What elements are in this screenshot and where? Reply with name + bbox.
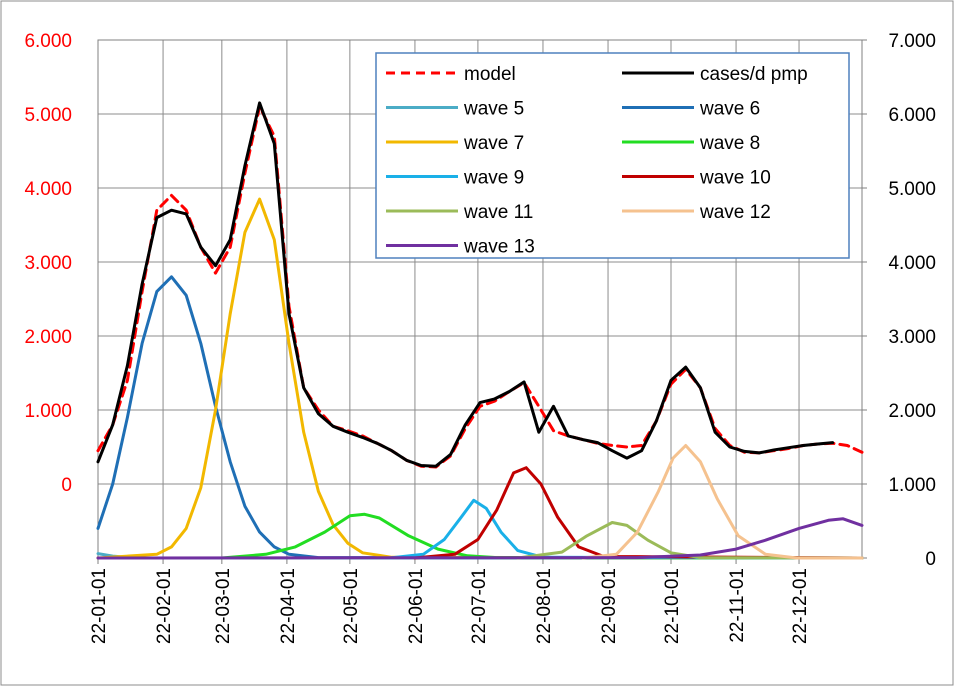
x-tick-label: 22-08-01 — [534, 568, 555, 644]
series-line-wave-10 — [413, 466, 864, 560]
legend-label: wave 8 — [699, 133, 760, 154]
legend: model cases/d pmp wave 5 wave 6 wave 7 wave 8… — [375, 52, 850, 259]
series-line-wave-7 — [96, 197, 864, 560]
x-axis: 22-01-01 22-02-01 22-03-01 22-04-01 22-05-01… — [89, 558, 811, 644]
legend-label: model — [464, 64, 516, 85]
right-y-tick-label: 1.000 — [888, 475, 936, 496]
left-y-tick-label: 2.000 — [24, 327, 72, 348]
x-tick-label: 22-02-01 — [154, 568, 175, 644]
right-y-axis: 0 1.000 2.000 3.000 4.000 5.000 6.000 7.000 — [862, 31, 936, 570]
legend-label: wave 7 — [463, 133, 524, 154]
legend-label: wave 10 — [699, 168, 771, 189]
right-y-tick-label: 2.000 — [888, 401, 936, 422]
legend-label: wave 11 — [463, 202, 533, 223]
series-line-wave-8 — [220, 512, 864, 560]
x-tick-label: 22-10-01 — [662, 568, 683, 644]
series-line-cases-d-pmp — [96, 101, 835, 468]
right-y-tick-label: 7.000 — [888, 31, 936, 52]
x-tick-label: 22-12-01 — [790, 568, 811, 644]
left-y-tick-label: 4.000 — [24, 179, 72, 200]
legend-label: wave 6 — [699, 99, 760, 120]
left-y-tick-label: 0 — [61, 475, 72, 496]
x-tick-label: 22-09-01 — [599, 568, 620, 644]
left-y-tick-label: 1.000 — [24, 401, 72, 422]
left-y-tick-label: 3.000 — [24, 253, 72, 274]
x-tick-label: 22-01-01 — [89, 568, 110, 644]
series-layer — [96, 101, 864, 560]
legend-label: cases/d pmp — [700, 64, 808, 85]
series-line-model — [96, 105, 864, 469]
right-y-tick-label: 0 — [925, 549, 936, 570]
legend-label: wave 13 — [463, 237, 535, 258]
series-line-wave-12 — [581, 444, 864, 560]
right-y-tick-label: 4.000 — [888, 253, 936, 274]
x-tick-label: 22-05-01 — [341, 568, 362, 644]
left-y-tick-label: 6.000 — [24, 31, 72, 52]
right-y-tick-label: 3.000 — [888, 327, 936, 348]
x-tick-label: 22-06-01 — [406, 568, 427, 644]
x-tick-label: 22-03-01 — [213, 568, 234, 644]
series-line-wave-9 — [388, 498, 864, 560]
left-y-axis: 0 1.000 2.000 3.000 4.000 5.000 6.000 — [24, 31, 72, 496]
legend-label: wave 9 — [463, 168, 524, 189]
series-line-wave-13 — [96, 517, 864, 560]
right-y-tick-label: 6.000 — [888, 105, 936, 126]
legend-label: wave 12 — [699, 202, 771, 223]
x-tick-label: 22-11-01 — [727, 568, 748, 643]
x-tick-label: 22-07-01 — [469, 568, 490, 644]
right-y-tick-label: 5.000 — [888, 179, 936, 200]
legend-box — [375, 52, 850, 259]
left-y-tick-label: 5.000 — [24, 105, 72, 126]
x-tick-label: 22-04-01 — [278, 568, 299, 644]
legend-label: wave 5 — [463, 99, 524, 120]
